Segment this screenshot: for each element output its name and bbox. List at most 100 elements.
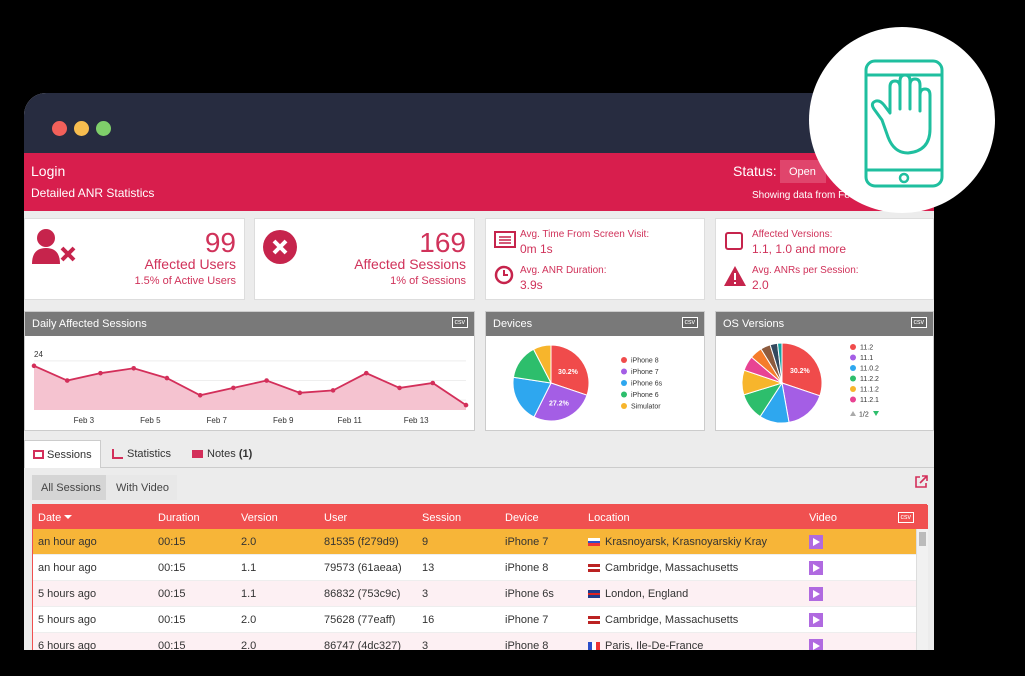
x-tick-label: Feb 3 xyxy=(74,416,95,425)
tab[interactable]: Notes (1) xyxy=(190,440,260,468)
pie-slice xyxy=(532,344,552,384)
table-cell: 3 xyxy=(422,588,429,600)
external-link-icon[interactable] xyxy=(914,475,928,489)
table-cell: iPhone 6s xyxy=(505,588,554,600)
table-cell: Krasnoyarsk, Krasnoyarskiy Kray xyxy=(605,536,767,548)
stat-card: 169 Affected Sessions 1% of Sessions xyxy=(254,218,475,300)
tab-label: Notes xyxy=(207,448,236,460)
flag-icon xyxy=(588,642,600,650)
table-cell: Cambridge, Massachusetts xyxy=(605,614,739,626)
app-window: Login Detailed ANR Statistics Status: Op… xyxy=(24,93,934,650)
tab-label: Sessions xyxy=(47,449,92,461)
pie-slice xyxy=(533,382,588,422)
flag-icon xyxy=(588,616,600,625)
point xyxy=(197,392,203,398)
slice-label: 27.2% xyxy=(549,400,570,407)
play-triangle xyxy=(813,616,820,624)
table-header: Date Duration Version User Session Device Loca… xyxy=(33,505,928,529)
legend-swatch xyxy=(850,365,856,371)
flag-stripe xyxy=(588,538,600,541)
table-cell: iPhone 7 xyxy=(505,614,549,626)
table-cell: 9 xyxy=(422,536,429,548)
window-dot[interactable] xyxy=(74,121,89,136)
point xyxy=(264,378,269,383)
filter-button[interactable]: All Sessions xyxy=(32,475,106,500)
point xyxy=(31,363,37,369)
legend-label: 11.2.2 xyxy=(860,376,879,383)
point xyxy=(463,402,469,408)
scroll-thumb[interactable] xyxy=(919,532,926,546)
legend-label: 11.2.1 xyxy=(860,397,879,404)
x-tick-label: Feb 9 xyxy=(273,416,294,425)
status-button[interactable]: Open xyxy=(780,160,826,183)
flag-stripe xyxy=(588,564,600,567)
flag-icon xyxy=(588,590,600,599)
legend-swatch xyxy=(621,391,627,398)
page-title: Login xyxy=(31,163,66,179)
tab[interactable]: Sessions xyxy=(24,440,101,468)
pie-slice xyxy=(550,344,590,396)
legend-label: Simulator xyxy=(631,404,661,411)
point xyxy=(98,370,103,376)
slice-label: 30.2% xyxy=(790,368,811,375)
flag-stripe xyxy=(592,642,596,650)
csv-button[interactable]: csv xyxy=(910,317,927,328)
chart-panel: OS Versions csv 30.2% 11.2 11.1 11.0.2 11.2.… xyxy=(715,311,934,431)
legend-swatch xyxy=(850,375,856,382)
pie-chart: 30.2% 27.2% iPhone 8 iPhone 7 iPhone 6s iPhon… xyxy=(512,344,663,422)
column-header: Duration xyxy=(158,512,200,524)
y-tick-label: 24 xyxy=(34,350,43,359)
table-row[interactable]: an hour ago 00:15 1.1 79573 (61aeaa) 13 iPhon… xyxy=(33,555,916,581)
play-triangle xyxy=(813,590,820,598)
legend-next[interactable] xyxy=(873,411,879,416)
panel-title: Devices xyxy=(486,312,704,336)
table-cell: 00:15 xyxy=(158,640,186,650)
warning-icon xyxy=(724,266,746,286)
table-row[interactable]: 6 hours ago 00:15 2.0 86747 (4dc327) 3 iPhone… xyxy=(33,633,916,650)
panel-title: OS Versions xyxy=(716,312,933,336)
play-button[interactable] xyxy=(809,587,823,601)
point xyxy=(131,365,136,371)
stat-note: 1.5% of Active Users xyxy=(134,275,237,287)
point xyxy=(231,385,236,391)
filter-button[interactable]: With Video xyxy=(106,475,177,500)
table-cell: iPhone 8 xyxy=(505,640,549,650)
legend-prev[interactable] xyxy=(850,411,856,416)
table-row[interactable]: 5 hours ago 00:15 2.0 75628 (77eaff) 16 iPhon… xyxy=(33,607,916,633)
clock-icon xyxy=(494,265,514,285)
pie-slice xyxy=(512,376,552,418)
play-button[interactable] xyxy=(809,535,823,549)
table-cell: 2.0 xyxy=(241,640,257,650)
stat-label: Affected Versions: xyxy=(752,229,833,240)
csv-button[interactable]: csv xyxy=(451,317,468,328)
play-button[interactable] xyxy=(809,613,823,627)
point xyxy=(297,390,303,396)
play-triangle xyxy=(813,642,820,650)
flag-stripe xyxy=(588,595,600,599)
table-row[interactable]: an hour ago 00:15 2.0 81535 (f279d9) 9 iPhone… xyxy=(33,529,916,555)
play-triangle xyxy=(813,538,820,546)
tab[interactable]: Statistics xyxy=(110,440,179,468)
stat-value: 2.0 xyxy=(752,278,769,292)
legend-swatch xyxy=(850,396,856,403)
tab-icon xyxy=(33,450,44,459)
play-button[interactable] xyxy=(809,561,823,575)
x-tick-label: Feb 11 xyxy=(338,416,363,425)
error-icon xyxy=(263,230,297,264)
csv-button[interactable]: csv xyxy=(897,512,914,523)
window-dot[interactable] xyxy=(52,121,67,136)
table-row[interactable]: 5 hours ago 00:15 1.1 86832 (753c9c) 3 iPhone… xyxy=(33,581,916,607)
flag-stripe xyxy=(588,621,600,625)
line xyxy=(33,364,467,406)
play-button[interactable] xyxy=(809,639,823,650)
stat-label: Affected Sessions xyxy=(354,256,466,272)
tab-icon xyxy=(112,449,123,459)
stat-value: 99 xyxy=(204,227,236,258)
table-cell: an hour ago xyxy=(38,536,97,548)
window-dot[interactable] xyxy=(96,121,111,136)
legend-label: iPhone 8 xyxy=(631,358,659,365)
column-header: Session xyxy=(422,512,462,524)
table-cell: iPhone 7 xyxy=(505,536,549,548)
csv-button[interactable]: csv xyxy=(681,317,698,328)
scrollbar[interactable] xyxy=(916,529,928,650)
